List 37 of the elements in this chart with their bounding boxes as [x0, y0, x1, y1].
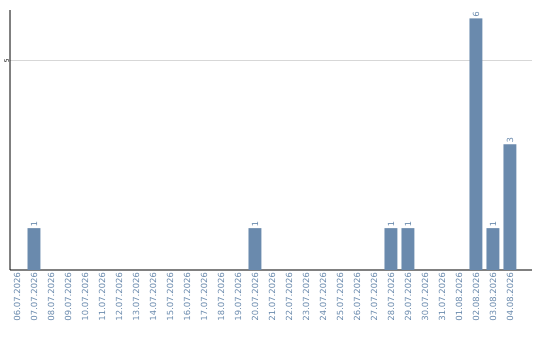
data-label: 1	[252, 222, 258, 226]
x-tick-label: 12.07.2026	[116, 272, 122, 320]
x-tick-label: 28.07.2026	[388, 272, 394, 320]
data-label: 6	[472, 12, 480, 16]
x-tick-label: 31.07.2026	[438, 272, 446, 320]
data-label: 1	[490, 222, 496, 226]
x-tick-label: 09.07.2026	[64, 272, 72, 320]
x-tick-label: 27.07.2026	[370, 272, 378, 320]
x-tick-label: 16.07.2026	[184, 272, 190, 320]
data-label: 1	[388, 222, 394, 226]
x-tick-label: 17.07.2026	[200, 272, 208, 320]
data-label: 1	[30, 222, 38, 226]
x-tick-label: 14.07.2026	[150, 272, 156, 320]
data-label: 3	[506, 138, 514, 142]
x-tick-label: 18.07.2026	[218, 272, 224, 320]
x-tick-label: 06.07.2026	[14, 272, 20, 320]
x-tick-label: 11.07.2026	[98, 272, 106, 320]
x-tick-label: 01.08.2026	[456, 272, 462, 320]
x-tick-label: 13.07.2026	[132, 272, 140, 320]
x-tick-label: 15.07.2026	[166, 272, 174, 320]
x-tick-label: 08.07.2026	[48, 272, 54, 320]
x-tick-label: 29.07.2026	[404, 272, 412, 320]
x-tick-label: 30.07.2026	[422, 272, 428, 320]
x-tick-label: 21.07.2026	[268, 272, 276, 320]
x-tick-label: 19.07.2026	[234, 272, 242, 320]
data-label: 1	[404, 222, 412, 226]
x-tick-label: 26.07.2026	[354, 272, 360, 320]
x-tick-label: 07.07.2026	[30, 272, 38, 320]
x-tick-label: 10.07.2026	[82, 272, 88, 320]
x-tick-label: 04.08.2026	[506, 272, 514, 320]
x-tick-label: 03.08.2026	[490, 272, 496, 320]
x-tick-label: 24.07.2026	[320, 272, 326, 320]
x-tick-label: 25.07.2026	[336, 272, 344, 320]
x-tick-label: 02.08.2026	[472, 272, 480, 320]
x-tick-label: 23.07.2026	[302, 272, 310, 320]
x-tick-label: 22.07.2026	[286, 272, 292, 320]
x-tick-label: 20.07.2026	[252, 272, 258, 320]
